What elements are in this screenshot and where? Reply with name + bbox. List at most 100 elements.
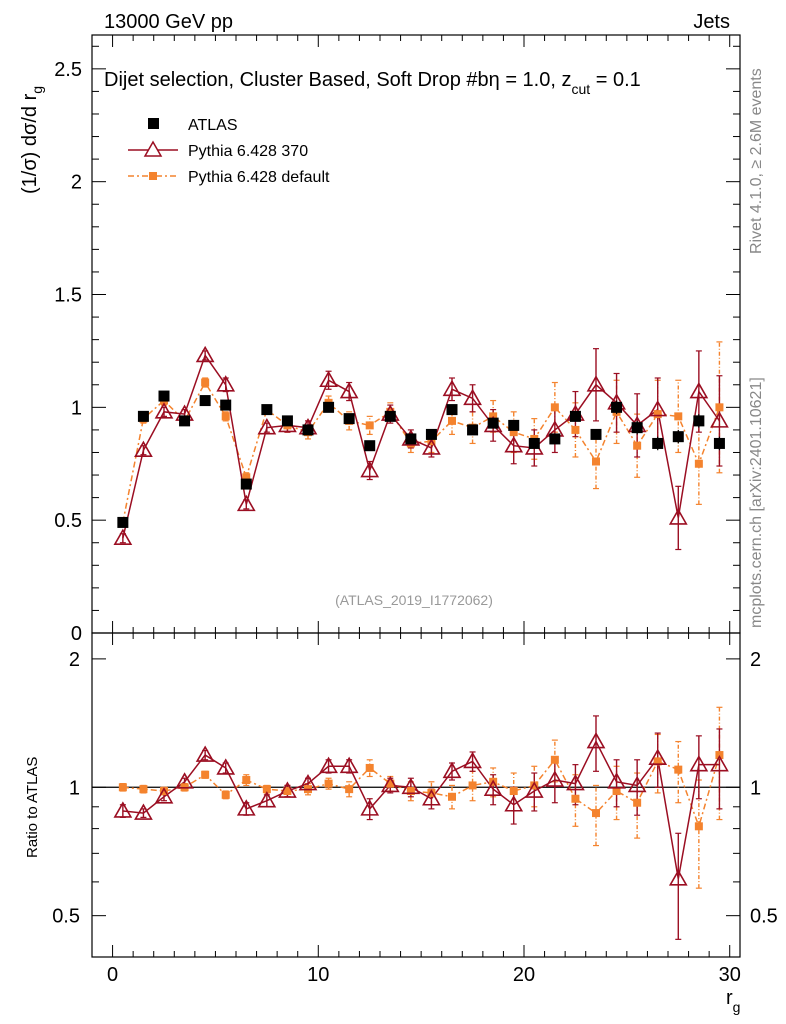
- main-pythia-default-point: [592, 457, 600, 466]
- main-pythia-default-point: [694, 459, 703, 468]
- main-pythia370-point: [154, 402, 174, 419]
- main-pythia370-point: [257, 418, 277, 435]
- legend-pythia370-label: Pythia 6.428 370: [188, 143, 308, 160]
- main-pythia-default-point: [201, 378, 210, 387]
- side-rivet-label: Rivet 4.1.0, ≥ 2.6M events: [748, 68, 765, 254]
- main-atlas-point: [611, 401, 623, 413]
- main-pythia370-point: [668, 508, 688, 525]
- ratio-pythia370-point: [483, 779, 503, 796]
- x-axis-sub: g: [733, 999, 741, 1015]
- ratio-pythia-default-point: [406, 787, 415, 796]
- ratio-pythia370-point: [339, 756, 359, 774]
- ratio-pythia370-point: [689, 755, 709, 772]
- x-tick-label: 30: [719, 964, 741, 986]
- ratio-pythia-default-point: [345, 785, 354, 794]
- main-y-axis-title: (1/σ) dσ/d rg: [19, 86, 45, 194]
- x-tick-label: 10: [307, 964, 329, 986]
- zcut-sub: cut: [571, 81, 590, 97]
- ratio-pythia-default-point: [571, 794, 580, 803]
- main-pythia-default-point: [633, 441, 642, 450]
- main-atlas-point: [425, 428, 437, 440]
- ratio-pythia-default-point: [262, 785, 271, 794]
- main-atlas-point: [405, 433, 417, 445]
- main-y-axis-sub: g: [29, 86, 45, 94]
- x-axis-title: rg: [726, 987, 740, 1015]
- ratio-pythia-default-point: [612, 787, 621, 796]
- main-y-axis-label: (1/σ) dσ/d r: [19, 93, 41, 194]
- ratio-pythia370-point: [236, 799, 256, 816]
- main-atlas-point: [713, 437, 725, 449]
- main-atlas-point: [693, 415, 705, 427]
- ratio-y-tick-label: 1: [69, 777, 80, 799]
- ratio-pythia-default-point: [118, 783, 127, 792]
- ratio-panel-frame: [91, 632, 741, 958]
- ratio-pythia-default-point: [694, 822, 703, 831]
- ratio-pythia370-point: [195, 745, 215, 762]
- ratio-pythia-default-point: [468, 781, 477, 790]
- main-pythia370-point: [422, 438, 441, 455]
- main-y-tick-label: 2: [71, 172, 82, 194]
- selection-title: Dijet selection, Cluster Based, Soft Dro…: [104, 69, 641, 97]
- ratio-pythia370-point: [298, 773, 318, 791]
- main-atlas-point: [364, 440, 376, 452]
- main-pythia-default-point: [653, 410, 662, 419]
- main-atlas-point: [302, 424, 314, 436]
- ratio-pythia-default-point: [653, 757, 662, 766]
- legend-pythia370-marker: [143, 140, 163, 157]
- main-atlas-point: [467, 424, 479, 436]
- ratio-pythia370-point: [154, 787, 174, 804]
- main-pythia-default-point: [448, 416, 456, 425]
- ratio-pythia-default-point: [242, 776, 251, 785]
- ratio-y-tick-label: 0.5: [52, 906, 80, 928]
- main-pythia370-point: [113, 528, 133, 546]
- ratio-pythia-default-point: [550, 755, 559, 764]
- main-pythia370-point: [360, 460, 380, 478]
- ratio-pythia370-point: [422, 789, 441, 806]
- main-pythia-default-point: [674, 412, 683, 421]
- main-pythia370-point: [195, 345, 215, 363]
- ratio-pythia370-line: [122, 739, 720, 879]
- x-tick-label: 20: [513, 964, 535, 986]
- main-pythia370-point: [134, 440, 153, 458]
- legend-atlas-label: ATLAS: [188, 117, 238, 134]
- main-atlas-point: [137, 410, 149, 422]
- ratio-pythia370-point: [380, 775, 400, 793]
- main-pythia370-point: [236, 494, 256, 512]
- ratio-pythia370-point: [648, 748, 668, 765]
- ratio-pythia-default-point: [633, 798, 642, 807]
- main-atlas-point: [487, 417, 499, 429]
- main-atlas-point: [590, 428, 602, 440]
- ratio-pythia370-point: [607, 772, 626, 789]
- main-atlas-point: [179, 415, 191, 427]
- main-pythia370-point: [216, 375, 236, 392]
- ratio-pythia370-point: [401, 777, 421, 795]
- main-atlas-point: [508, 419, 520, 431]
- main-atlas-point: [323, 401, 335, 413]
- main-y-tick-label: 1.5: [54, 285, 82, 307]
- ratio-pythia-default-point: [365, 763, 374, 772]
- main-y-tick-label: 2.5: [54, 59, 82, 81]
- x-tick-label: 0: [107, 964, 118, 986]
- selection-label: Dijet selection, Cluster Based, Soft Dro…: [104, 69, 489, 91]
- ratio-y-tick-label-right: 2: [750, 649, 761, 671]
- main-atlas-point: [549, 433, 561, 445]
- ratio-pythia370-point: [545, 770, 565, 787]
- main-y-tick-label: 1: [71, 397, 82, 419]
- legend-pythia-default-label: Pythia 6.428 default: [188, 169, 330, 186]
- main-pythia-default-point: [550, 403, 559, 412]
- ratio-pythia370-point: [442, 761, 462, 779]
- main-pythia370-point: [586, 375, 606, 392]
- ratio-pythia370-point: [463, 751, 482, 769]
- beta-label: η = 1.0, z: [489, 69, 572, 91]
- ratio-pythia-default-point: [324, 779, 333, 788]
- main-pythia-default-point: [571, 425, 580, 434]
- main-pythia370-line: [122, 353, 721, 539]
- data-layer: [113, 341, 729, 940]
- ratio-pythia-default-point: [283, 787, 292, 796]
- main-atlas-point: [343, 413, 355, 425]
- legend-atlas-marker: [148, 118, 159, 129]
- ratio-pythia-default-point: [427, 788, 436, 797]
- main-pythia370-point: [710, 411, 729, 428]
- ratio-pythia-default-point: [201, 770, 210, 779]
